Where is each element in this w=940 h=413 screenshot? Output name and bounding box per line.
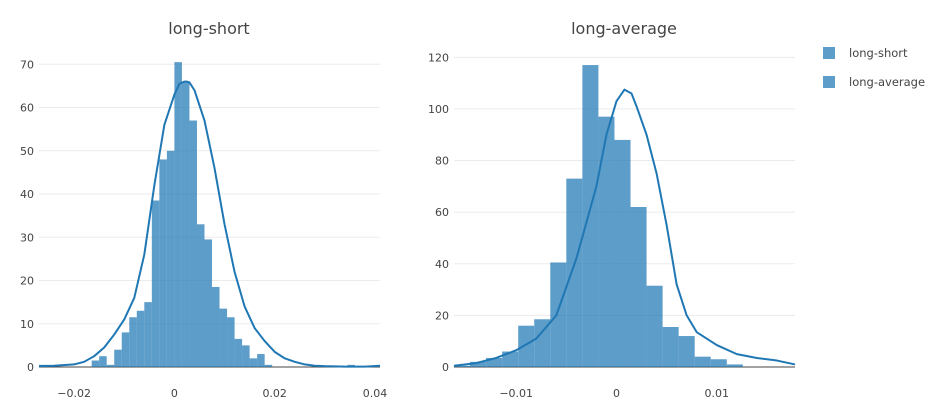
- histogram-bar[interactable]: [550, 262, 567, 367]
- histogram-bar[interactable]: [219, 308, 228, 367]
- histogram-bar[interactable]: [264, 364, 273, 367]
- x-tick-label: 0: [613, 387, 620, 400]
- histogram-bar[interactable]: [181, 81, 190, 367]
- histogram-bar[interactable]: [121, 332, 130, 367]
- histogram-bar[interactable]: [662, 327, 679, 367]
- histogram-bar[interactable]: [598, 116, 615, 367]
- y-tick-label: 30: [20, 231, 34, 244]
- y-tick-label: 20: [435, 309, 449, 322]
- histogram-bar[interactable]: [646, 285, 663, 367]
- legend[interactable]: long-short long-average: [823, 46, 925, 89]
- legend-item[interactable]: long-short: [823, 46, 908, 60]
- y-tick-label: 70: [20, 58, 34, 71]
- histogram-bar[interactable]: [630, 207, 647, 367]
- histogram-bar[interactable]: [129, 317, 137, 367]
- y-tick-label: 50: [20, 145, 34, 158]
- histogram-bar[interactable]: [726, 364, 743, 367]
- histogram-bar[interactable]: [518, 325, 535, 367]
- x-tick-label: 0.02: [262, 387, 287, 400]
- histogram-bar[interactable]: [694, 356, 711, 367]
- x-tick-label: −0.02: [57, 387, 91, 400]
- histogram-bar[interactable]: [470, 361, 487, 367]
- histogram-bar[interactable]: [566, 178, 583, 367]
- y-tick-label: 100: [428, 103, 449, 116]
- histogram-bar[interactable]: [114, 349, 122, 367]
- histogram-bar[interactable]: [212, 287, 220, 367]
- y-tick-label: 40: [435, 258, 449, 271]
- y-tick-label: 0: [27, 361, 34, 374]
- histogram-bar[interactable]: [614, 139, 631, 367]
- y-tick-label: 40: [20, 188, 34, 201]
- histogram-bar[interactable]: [144, 302, 152, 367]
- histogram-bar[interactable]: [502, 351, 519, 367]
- y-tick-label: 10: [20, 318, 34, 331]
- histogram-bar[interactable]: [174, 62, 182, 368]
- y-tick-label: 80: [435, 155, 449, 168]
- chart-title: long-short: [168, 19, 249, 38]
- x-tick-label: 0.01: [705, 387, 730, 400]
- legend-label: long-short: [849, 46, 908, 60]
- legend-swatch: [823, 76, 835, 88]
- y-tick-label: 60: [435, 206, 449, 219]
- histogram-bar[interactable]: [234, 338, 243, 367]
- legend-label: long-average: [849, 75, 925, 89]
- histogram-bar[interactable]: [534, 319, 551, 367]
- legend-item[interactable]: long-average: [823, 75, 925, 89]
- histogram-bar[interactable]: [249, 358, 258, 367]
- y-tick-label: 60: [20, 102, 34, 115]
- chart-panel-long-short: 0 10 20 30 40 50 60 70 −0.02 0 0.02 0.04 long-short: [20, 19, 387, 400]
- y-tick-label: 0: [442, 361, 449, 374]
- legend-swatch: [823, 47, 835, 59]
- histogram-bar[interactable]: [710, 359, 727, 367]
- histogram-bar[interactable]: [242, 345, 250, 367]
- histogram-bar[interactable]: [227, 317, 235, 367]
- histogram-bar[interactable]: [486, 357, 503, 367]
- chart-panel-long-average: 0 20 40 60 80 100 120 −0.01 0 0.01 long-average: [428, 19, 796, 400]
- histogram-bar[interactable]: [582, 65, 599, 367]
- x-tick-label: −0.01: [499, 387, 533, 400]
- histogram-bar[interactable]: [151, 200, 160, 367]
- histogram-bar[interactable]: [99, 356, 107, 367]
- histogram-bar[interactable]: [196, 224, 205, 367]
- histogram-bar[interactable]: [91, 360, 100, 367]
- y-tick-label: 20: [20, 275, 34, 288]
- density-curve[interactable]: [453, 88, 796, 367]
- y-tick-label: 120: [428, 51, 449, 64]
- histogram-bar[interactable]: [159, 159, 167, 367]
- histogram-bar[interactable]: [106, 364, 115, 367]
- histogram-bar[interactable]: [204, 239, 213, 367]
- density-curve[interactable]: [38, 80, 381, 368]
- histogram-bar[interactable]: [678, 336, 695, 367]
- x-tick-label: 0.04: [363, 387, 388, 400]
- histogram-bar[interactable]: [189, 120, 197, 367]
- chart-title: long-average: [571, 19, 677, 38]
- histogram-bar[interactable]: [454, 365, 471, 367]
- histogram-bar[interactable]: [257, 354, 265, 367]
- x-tick-label: 0: [171, 387, 178, 400]
- histogram-bar[interactable]: [166, 150, 175, 367]
- histogram-bar[interactable]: [136, 310, 145, 367]
